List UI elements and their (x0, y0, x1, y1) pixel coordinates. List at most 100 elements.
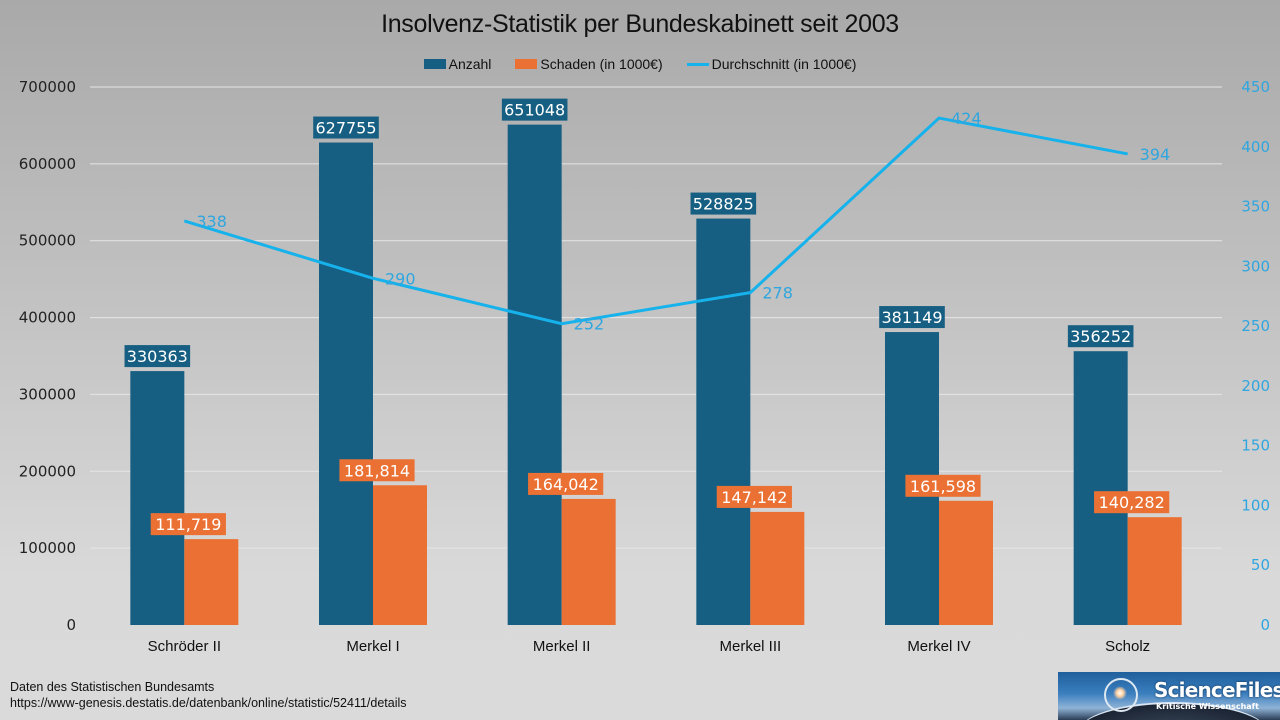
y-tick-label-right: 300 (1241, 257, 1270, 275)
data-label-durchschnitt: 252 (574, 315, 605, 334)
data-label-durchschnitt: 290 (385, 269, 416, 288)
data-label-schaden: 111,719 (155, 515, 221, 534)
y-tick-label-left: 100000 (19, 539, 76, 557)
data-label-anzahl-group: 651048 (501, 98, 568, 121)
gridlines (90, 86, 1222, 549)
legend-label-anzahl: Anzahl (448, 56, 492, 72)
bar-schaden (184, 539, 239, 625)
bar-schaden (1127, 517, 1182, 625)
y-tick-label-left: 500000 (19, 232, 76, 250)
data-label-anzahl-box (879, 306, 945, 329)
line-data-labels: 338 290 252 278 424 394 (196, 109, 1170, 334)
ring-icon (1104, 678, 1138, 712)
data-label-schaden-box (150, 513, 226, 536)
data-label-anzahl: 627755 (315, 119, 376, 138)
data-label-durchschnitt: 424 (951, 109, 982, 128)
average-line (183, 116, 1128, 326)
data-label-anzahl: 651048 (504, 101, 565, 120)
data-label-anzahl-group: 381149 (879, 306, 945, 329)
data-label-durchschnitt: 394 (1140, 145, 1171, 164)
data-label-anzahl-box (313, 116, 379, 139)
legend-item-schaden: Schaden (in 1000€) (515, 56, 663, 72)
legend-item-durchschnitt: Durchschnitt (in 1000€) (686, 56, 857, 72)
data-label-schaden: 181,814 (344, 461, 410, 480)
data-label-anzahl-group: 528825 (690, 192, 757, 215)
logo-brand: ScienceFiles.org (1154, 678, 1280, 702)
bar-schaden (561, 498, 616, 625)
data-label-schaden-group: 140,282 (1094, 491, 1170, 514)
y-tick-label-left: 700000 (19, 78, 76, 96)
data-label-schaden: 164,042 (533, 475, 599, 494)
y-axis-left: 0 100000 200000 300000 400000 500000 600000 700… (19, 78, 76, 634)
y-axis-right: 0 50 100 150 200 250 300 350 400 450 (1241, 78, 1270, 634)
legend-label-durchschnitt: Durchschnitt (in 1000€) (711, 56, 857, 72)
bar-anzahl (1073, 351, 1128, 625)
bar-anzahl (319, 142, 373, 625)
data-label-schaden-group: 147,142 (716, 485, 792, 508)
line-durchschnitt (183, 116, 1128, 326)
bar-anzahl (507, 124, 562, 625)
legend-swatch-anzahl (423, 59, 446, 69)
y-tick-label-right: 200 (1241, 377, 1270, 395)
bars (130, 124, 1182, 625)
x-tick-label: Merkel II (533, 638, 591, 655)
chart-title: Insolvenz-Statistik per Bundeskabinett s… (381, 10, 899, 38)
y-tick-label-left: 600000 (19, 155, 76, 173)
data-label-anzahl-group: 356252 (1067, 325, 1134, 348)
data-label-schaden-box (905, 474, 981, 497)
y-tick-label-left: 300000 (19, 385, 76, 403)
legend-label-schaden: Schaden (in 1000€) (540, 56, 663, 72)
data-label-anzahl: 356252 (1070, 327, 1131, 346)
sciencefiles-logo: ScienceFiles.org Kritische Wissenschaft (1058, 672, 1280, 720)
y-tick-label-left: 0 (66, 616, 76, 634)
data-label-schaden-box (716, 485, 792, 508)
data-label-schaden: 147,142 (721, 488, 787, 507)
x-tick-label: Schröder II (148, 638, 221, 655)
bar-schaden (939, 500, 993, 625)
legend-swatch-schaden (515, 59, 538, 69)
y-tick-label-right: 250 (1241, 317, 1270, 335)
y-tick-label-left: 400000 (19, 309, 76, 327)
bar-schaden (750, 511, 805, 625)
source-footer: Daten des Statistischen Bundesamts https… (10, 679, 407, 711)
legend-swatch-durchschnitt (686, 62, 709, 66)
data-label-anzahl: 330363 (127, 347, 188, 366)
data-label-schaden-group: 161,598 (905, 474, 981, 497)
y-tick-label-right: 50 (1251, 556, 1270, 574)
data-label-anzahl-box (1067, 325, 1134, 348)
source-text: Daten des Statistischen Bundesamts (10, 680, 215, 694)
bar-schaden (373, 485, 427, 625)
y-tick-label-left: 200000 (19, 462, 76, 480)
data-label-durchschnitt: 338 (196, 212, 227, 231)
bar-anzahl (130, 371, 185, 625)
data-label-schaden-group: 181,814 (339, 459, 415, 482)
legend-item-anzahl: Anzahl (423, 56, 492, 72)
star-flare-icon (1113, 686, 1127, 700)
x-tick-label: Merkel IV (907, 638, 970, 655)
data-label-anzahl-box (124, 345, 191, 368)
bar-data-labels: 330363 111,719 627755 181,814 651048 164,042 5… (124, 98, 1170, 536)
data-label-anzahl-box (501, 98, 568, 121)
y-tick-label-right: 350 (1241, 198, 1270, 216)
data-label-anzahl: 381149 (881, 308, 942, 327)
data-label-schaden-box (1094, 491, 1170, 514)
data-label-schaden-group: 111,719 (150, 513, 226, 536)
y-tick-label-right: 0 (1260, 616, 1270, 634)
bar-anzahl (696, 218, 751, 625)
data-label-anzahl-group: 330363 (124, 345, 191, 368)
data-label-anzahl: 528825 (693, 195, 754, 214)
x-tick-label: Merkel I (346, 638, 399, 655)
x-axis: Schröder II Merkel I Merkel II Merkel III Me… (148, 638, 1151, 655)
data-label-durchschnitt: 278 (762, 284, 793, 303)
y-tick-label-right: 400 (1241, 138, 1270, 156)
y-tick-label-right: 150 (1241, 437, 1270, 455)
data-label-anzahl-group: 627755 (313, 116, 379, 139)
source-url[interactable]: https://www-genesis.destatis.de/datenban… (10, 696, 407, 710)
y-tick-label-right: 450 (1241, 78, 1270, 96)
data-label-anzahl-box (690, 192, 757, 215)
x-tick-label: Merkel III (719, 638, 781, 655)
logo-tagline: Kritische Wissenschaft (1156, 702, 1259, 711)
data-label-schaden-group: 164,042 (528, 472, 604, 495)
y-tick-label-right: 100 (1241, 496, 1270, 514)
